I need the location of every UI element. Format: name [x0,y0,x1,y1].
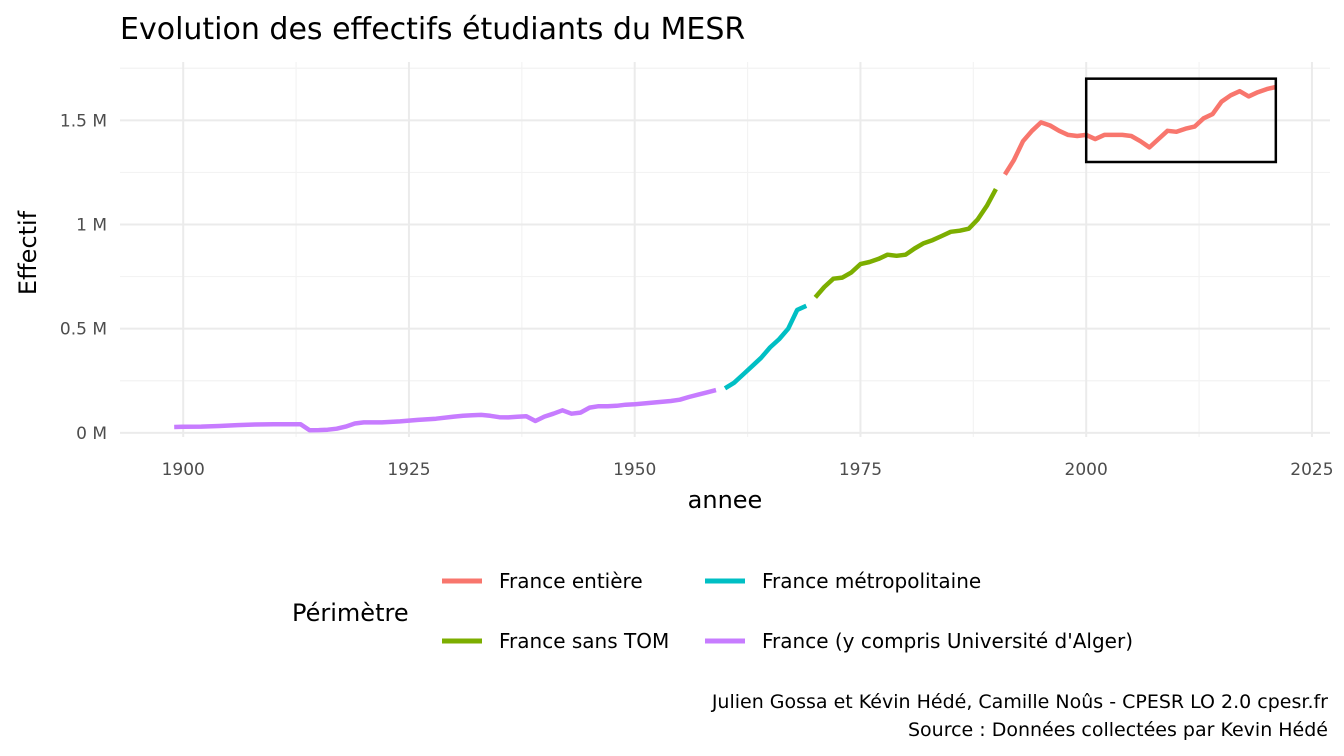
series-line-france-sans-tom [813,188,998,299]
legend-label-france-entiere: France entière [499,569,643,593]
y-tick-label: 0.5 M [60,320,107,340]
x-tick-label: 1900 [162,460,205,480]
major-gridlines [120,62,1330,437]
caption-authors: Julien Gossa et Kévin Hédé, Camille Noûs… [711,691,1328,713]
x-tick-label: 1950 [613,460,656,480]
x-axis-title: annee [688,486,763,514]
series-line-france-m-tropolitaine [723,303,808,391]
legend-title: Périmètre [292,599,409,627]
y-axis-title: Effectif [14,210,42,295]
y-tick-label: 0 M [76,424,107,444]
y-tick-label: 1.5 M [60,111,107,131]
legend-label-france-alger: France (y compris Université d'Alger) [762,629,1133,653]
highlight-box [1084,77,1278,164]
y-axis-ticks: 0 M 0.5 M 1 M 1.5 M [60,111,107,444]
x-tick-label: 1925 [387,460,430,480]
y-tick-label: 1 M [76,216,107,236]
x-tick-label: 2000 [1065,460,1108,480]
x-tick-label: 2025 [1290,460,1333,480]
x-tick-label: 1975 [839,460,882,480]
legend-label-france-sans-tom: France sans TOM [499,629,669,653]
chart-title: Evolution des effectifs étudiants du MES… [120,12,745,47]
series-lines [174,84,1277,433]
series-line-france-y-compris-universit-d-alger [174,387,717,433]
minor-gridlines [120,62,1330,437]
legend: Périmètre France entière France métropol… [292,569,1133,653]
x-axis-ticks: 1900 1925 1950 1975 2000 2025 [162,460,1334,480]
series-line-france-enti-re [1002,84,1277,176]
caption-source: Source : Données collectées par Kevin Hé… [908,719,1328,741]
legend-label-france-metropolitaine: France métropolitaine [762,569,981,593]
